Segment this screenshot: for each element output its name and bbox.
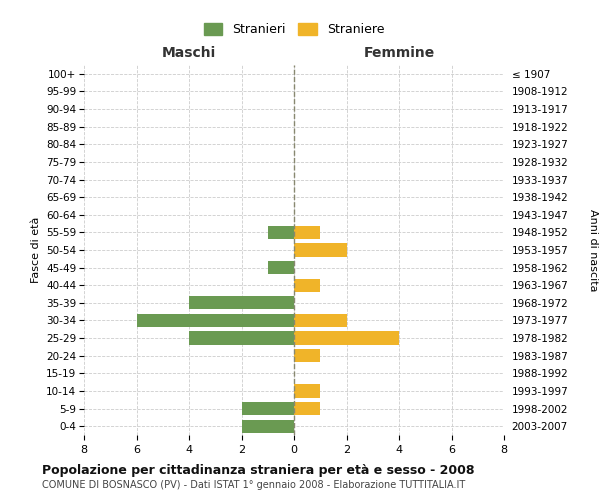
Bar bbox=[189, 332, 294, 344]
Bar bbox=[268, 261, 294, 274]
Bar bbox=[294, 226, 320, 239]
Bar bbox=[241, 402, 294, 415]
Bar bbox=[241, 420, 294, 433]
Bar bbox=[294, 402, 320, 415]
Bar bbox=[294, 314, 347, 327]
Text: COMUNE DI BOSNASCO (PV) - Dati ISTAT 1° gennaio 2008 - Elaborazione TUTTITALIA.I: COMUNE DI BOSNASCO (PV) - Dati ISTAT 1° … bbox=[42, 480, 465, 490]
Text: Popolazione per cittadinanza straniera per età e sesso - 2008: Popolazione per cittadinanza straniera p… bbox=[42, 464, 475, 477]
Bar bbox=[294, 278, 320, 292]
Legend: Stranieri, Straniere: Stranieri, Straniere bbox=[200, 20, 388, 40]
Y-axis label: Fasce di età: Fasce di età bbox=[31, 217, 41, 283]
Text: Maschi: Maschi bbox=[162, 46, 216, 60]
Bar bbox=[294, 332, 399, 344]
Bar bbox=[189, 296, 294, 310]
Bar bbox=[294, 384, 320, 398]
Bar bbox=[294, 244, 347, 256]
Bar bbox=[137, 314, 294, 327]
Text: Femmine: Femmine bbox=[364, 46, 434, 60]
Y-axis label: Anni di nascita: Anni di nascita bbox=[588, 209, 598, 291]
Bar bbox=[268, 226, 294, 239]
Bar bbox=[294, 349, 320, 362]
